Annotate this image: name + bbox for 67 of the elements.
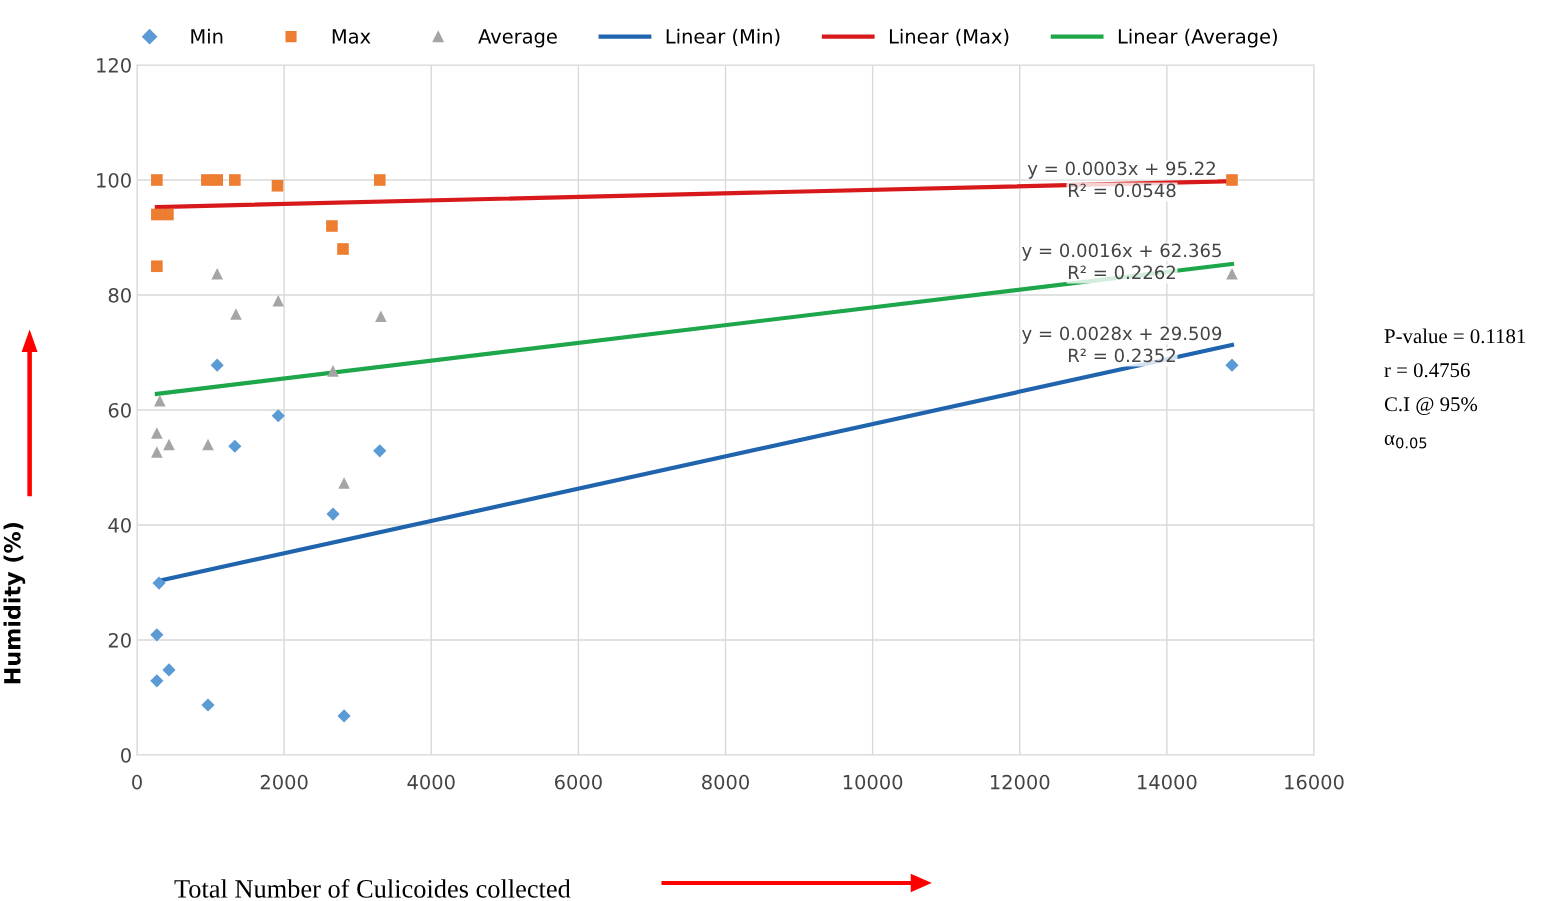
y-tick-label: 60 [108,402,131,418]
point [271,179,284,192]
x-tick-label: 12000 [990,774,1050,790]
point [152,576,166,590]
annotation: y = 0.0016x + 62.365 [1022,243,1221,261]
point [229,174,241,186]
point [150,628,164,642]
text: P-value = 0.1181 [1384,328,1526,344]
y-tick-label: 80 [108,287,131,303]
point [327,365,339,377]
legend-label: Min [191,28,223,44]
point [228,439,242,453]
point [210,358,224,372]
point [373,444,387,458]
point [162,663,176,677]
legend-label: Max [332,29,371,44]
y-tick-label: 100 [97,172,131,188]
point [1226,267,1238,280]
annotation: R² = 0.0548 [1068,183,1176,198]
text: α$_{0.05}$ [1384,435,1427,449]
point [337,243,349,255]
text: C.I @ 95% [1384,397,1478,415]
x-tick-label: 2000 [260,774,308,790]
legend-label: Linear (Max) [889,28,1009,47]
legend-label: Linear (Min) [666,28,780,47]
x-tick-label: 10000 [843,774,903,790]
x-axis-title: Total Number of Culicoides collected [174,878,571,898]
point [338,477,350,489]
point [1225,358,1239,372]
x-tick-label: 6000 [554,774,602,790]
legend-label: Average [478,29,557,48]
point [151,446,163,458]
annotation: R² = 0.2352 [1068,348,1175,363]
x-tick-label: 8000 [702,774,749,790]
legend-label: Linear (Average) [1118,28,1277,48]
point [1226,174,1238,186]
point [211,267,223,280]
point [326,220,338,232]
point [150,674,164,688]
y-axis-title: Humidity (%) [3,523,26,684]
point [162,208,174,221]
point [373,174,386,186]
point [151,208,163,221]
point [326,507,340,521]
annotation: y = 0.0003x + 95.22 [1027,161,1215,179]
y-tick-label: 0 [121,747,131,763]
x-tick-label: 0 [132,774,142,790]
point [337,709,351,723]
point [151,174,163,186]
y-tick-label: 120 [97,57,131,73]
x-tick-label: 4000 [407,774,455,790]
x-tick-label: 16000 [1285,774,1344,790]
point [271,409,285,423]
point [375,310,387,323]
x-tick-label: 14000 [1138,774,1197,790]
point [272,294,285,307]
annotation: R² = 0.2262 [1068,265,1175,280]
y-tick-label: 20 [108,632,131,648]
point [151,427,163,439]
point [211,174,223,186]
point [201,698,215,712]
text: r = 0.4756 [1384,363,1470,378]
point [151,260,163,273]
annotation: y = 0.0028x + 29.509 [1022,326,1222,344]
point [153,394,166,407]
point [230,308,242,320]
y-tick-label: 40 [108,517,131,533]
